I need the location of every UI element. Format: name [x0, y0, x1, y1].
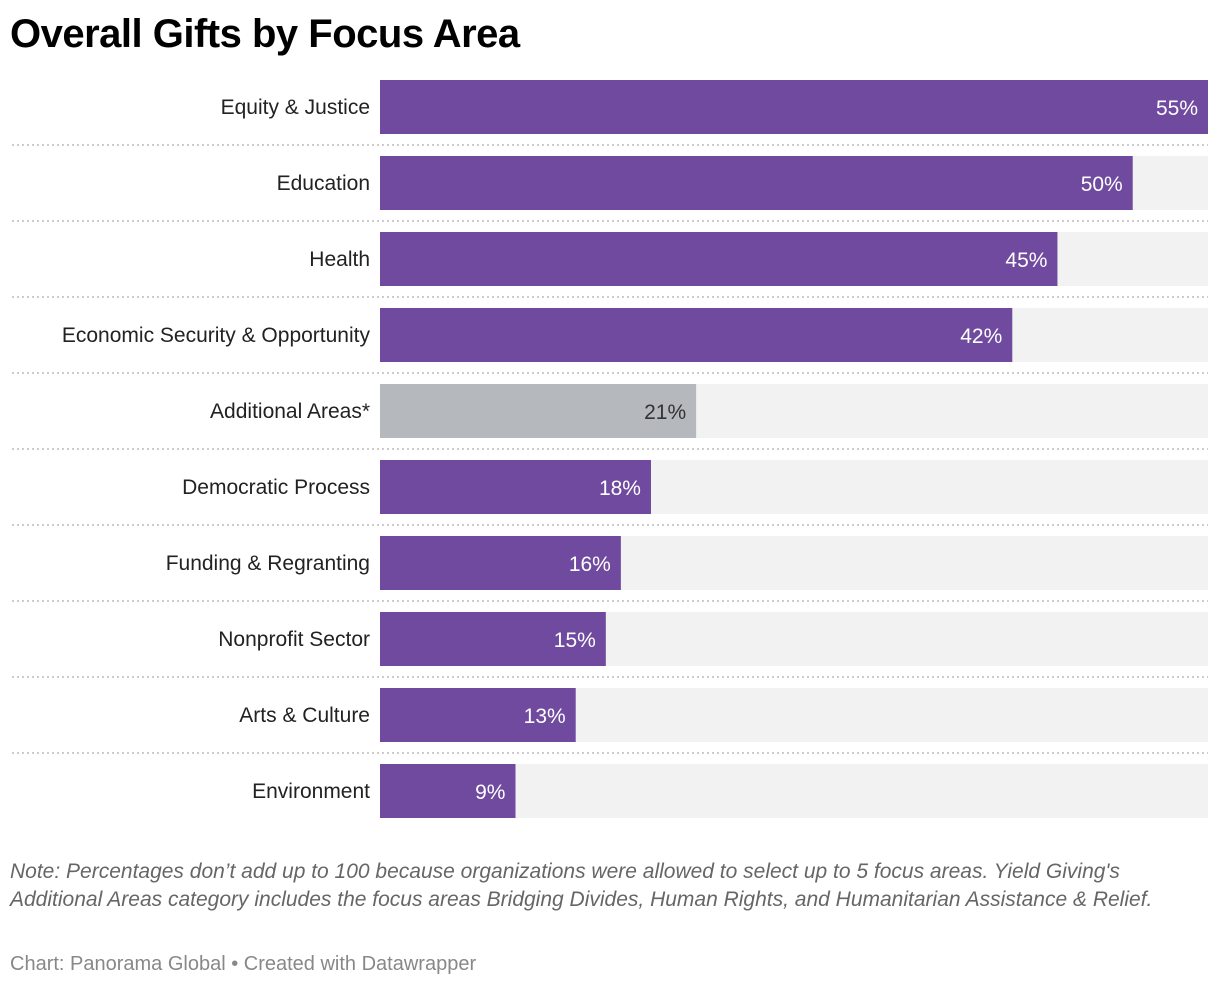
bar [380, 384, 697, 438]
value-label: 18% [599, 477, 641, 500]
bar [380, 688, 576, 742]
category-label: Environment [252, 780, 370, 803]
value-label: 16% [569, 553, 611, 576]
value-label: 15% [554, 629, 596, 652]
value-label: 42% [960, 325, 1002, 348]
bar [380, 308, 1013, 362]
value-label: 13% [524, 705, 566, 728]
bar [380, 612, 606, 666]
bar [380, 536, 621, 590]
value-label: 50% [1081, 173, 1123, 196]
value-label: 21% [644, 401, 686, 424]
category-label: Arts & Culture [239, 704, 370, 727]
bar-chart: Equity & Justice 55% Education 50% Health 45%… [12, 80, 1208, 818]
bar [380, 764, 516, 818]
bar [380, 460, 651, 514]
category-label: Economic Security & Opportunity [62, 324, 371, 347]
chart-title: Overall Gifts by Focus Area [10, 12, 520, 56]
bar [380, 156, 1133, 210]
category-label: Equity & Justice [221, 96, 370, 119]
chart-credit: Chart: Panorama Global • Created with Da… [10, 953, 477, 975]
category-label: Nonprofit Sector [218, 628, 370, 651]
bar-track [380, 764, 1208, 818]
value-label: 45% [1005, 249, 1047, 272]
category-label: Democratic Process [182, 476, 370, 499]
value-label: 55% [1156, 97, 1198, 120]
category-label: Additional Areas* [210, 400, 370, 423]
bar [380, 232, 1058, 286]
category-label: Health [309, 248, 370, 271]
category-label: Education [277, 172, 370, 195]
category-label: Funding & Regranting [166, 552, 370, 575]
bar [380, 80, 1208, 134]
value-label: 9% [475, 781, 505, 804]
chart-note: Note: Percentages don’t add up to 100 be… [10, 860, 1153, 911]
